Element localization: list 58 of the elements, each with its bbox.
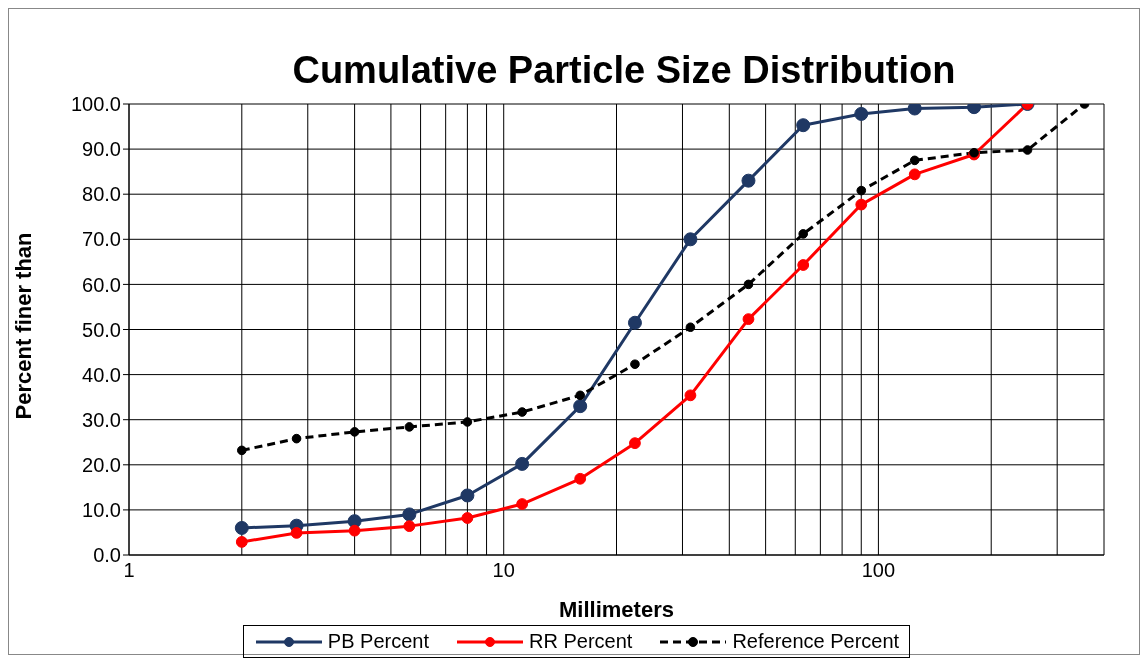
point [515, 456, 530, 471]
point [1022, 145, 1033, 155]
legend-label: PB Percent [327, 630, 430, 653]
point [237, 445, 247, 456]
point [235, 536, 248, 548]
y-tick-label: 30.0 [82, 408, 121, 431]
point [684, 389, 697, 402]
point [798, 229, 809, 239]
x-tick-label: 10 [492, 559, 515, 582]
y-tick-label: 20.0 [82, 453, 121, 476]
point [683, 232, 698, 247]
point [797, 259, 810, 271]
x-axis-title: Millimeters [559, 597, 674, 622]
point [461, 512, 474, 524]
point [685, 322, 696, 333]
point [516, 498, 529, 510]
y-tick-label: 60.0 [82, 273, 121, 296]
chart-title: Cumulative Particle Size Distribution [291, 49, 957, 92]
legend-label: Reference Percent [732, 630, 900, 653]
y-tick-label: 100.0 [70, 93, 121, 116]
point [743, 279, 754, 290]
point [234, 520, 249, 535]
point [856, 185, 867, 196]
point [517, 407, 527, 417]
point [909, 155, 920, 166]
y-tick-label: 0.0 [93, 544, 121, 567]
x-tick-label: 1 [123, 559, 135, 582]
x-tick-label: 100 [861, 559, 896, 582]
point [575, 390, 585, 401]
point [291, 433, 302, 444]
point [404, 422, 415, 432]
point [854, 106, 869, 121]
point [629, 437, 641, 450]
point [462, 417, 473, 427]
point [574, 472, 587, 485]
point [908, 168, 921, 181]
point [290, 527, 303, 539]
point [742, 313, 755, 326]
point [460, 488, 475, 503]
point [573, 399, 588, 414]
point [907, 104, 922, 116]
point [630, 359, 640, 370]
y-tick-label: 10.0 [82, 499, 121, 521]
y-tick-label: 80.0 [82, 183, 121, 206]
point [402, 507, 417, 522]
point [741, 173, 756, 188]
point [403, 520, 416, 533]
point [627, 315, 642, 330]
point [855, 198, 868, 211]
point [348, 524, 361, 537]
y-tick-label: 50.0 [82, 318, 121, 341]
y-axis-title: Percent finer than [10, 232, 36, 420]
y-tick-label: 70.0 [82, 228, 121, 251]
legend-label: RR Percent [529, 630, 633, 653]
y-tick-label: 40.0 [82, 363, 121, 386]
point [796, 118, 811, 133]
point [349, 427, 360, 437]
y-tick-label: 90.0 [82, 138, 121, 161]
